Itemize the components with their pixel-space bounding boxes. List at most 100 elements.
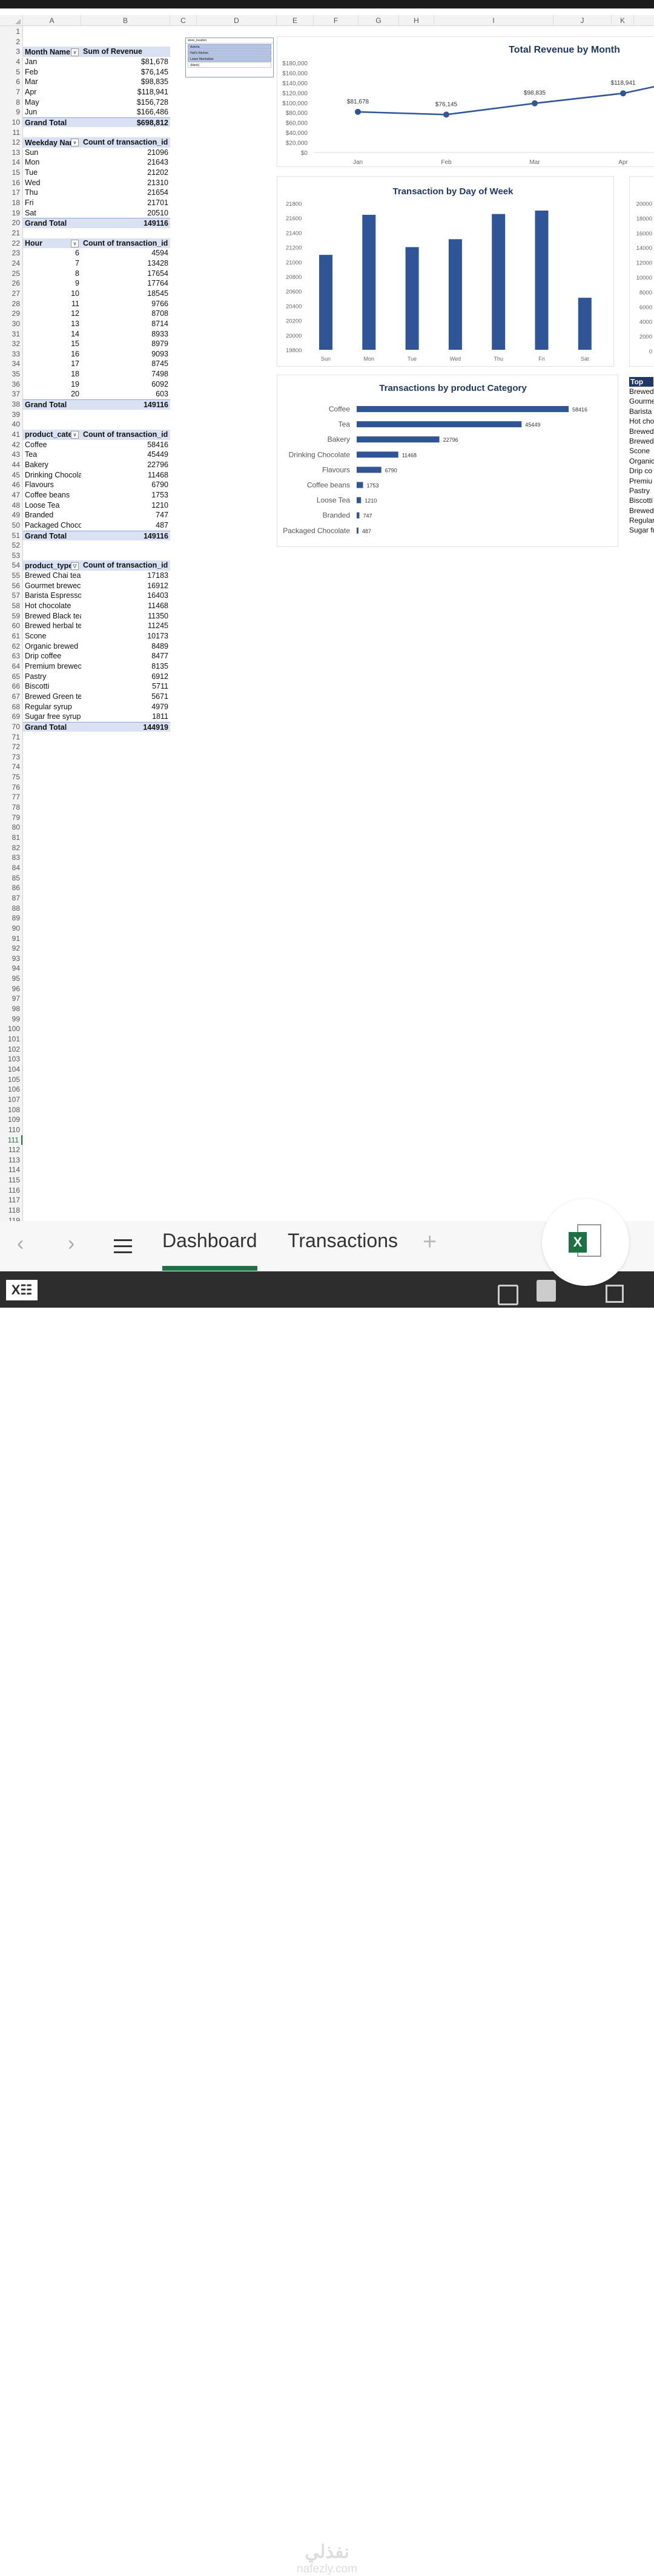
pivot-row-label[interactable]: Brewed herbal te [25,621,81,631]
row-header[interactable]: 81 [12,833,20,842]
row-header[interactable]: 92 [12,944,20,953]
row-header[interactable]: 28 [12,299,20,308]
row-header[interactable]: 88 [12,903,20,913]
row-header[interactable]: 106 [7,1085,20,1094]
row-header[interactable]: 77 [12,793,20,802]
pivot-row-label[interactable]: 14 [71,329,79,338]
row-header[interactable]: 44 [12,460,20,469]
pivot-value[interactable]: $118,941 [137,87,168,96]
grand-total-label[interactable]: Grand Total [23,530,81,541]
pivot-value[interactable]: 4594 [151,249,168,258]
row-header[interactable]: 24 [12,258,20,267]
pivot-value[interactable]: 10173 [147,632,168,640]
pivot-row-label[interactable]: 8 [75,269,79,278]
row-header[interactable]: 14 [12,158,20,167]
pivot-row-label[interactable]: Mar [25,77,38,87]
row-header[interactable]: 97 [12,994,20,1003]
column-header[interactable]: D [197,15,277,26]
row-header[interactable]: 117 [8,1196,20,1205]
chevron-left-icon[interactable]: ‹ [17,1232,24,1255]
pivot-value[interactable]: 6790 [151,480,168,490]
pivot-row-header[interactable]: product_type▽ [23,560,81,571]
row-header[interactable]: 33 [12,349,20,358]
pivot-value[interactable]: 58416 [147,440,168,449]
pivot-row-label[interactable]: Feb [25,67,38,76]
grand-total-value[interactable]: 149116 [81,530,170,541]
chevron-down-icon[interactable]: ∨ [71,431,79,439]
pivot-row-label[interactable]: Packaged Chocol [25,520,81,529]
pivot-row-label[interactable]: Gourmet brewec [25,581,81,590]
grand-total-label[interactable]: Grand Total [23,117,81,128]
pivot-value[interactable]: 1811 [152,712,168,721]
pivot-value[interactable]: 16912 [147,581,168,590]
transactions-by-weekday-chart[interactable]: Transaction by Day of Week 19800 20000 2020… [277,176,614,367]
row-header[interactable]: 80 [12,823,20,832]
pivot-value[interactable]: 8745 [151,359,168,369]
row-header[interactable]: 95 [12,974,20,983]
pivot-row-label[interactable]: Brewed Chai tea [25,571,81,580]
window-icon[interactable] [606,1285,624,1303]
pivot-value[interactable]: 1210 [151,500,168,510]
pivot-value[interactable]: 4979 [151,702,168,711]
pivot-row-label[interactable]: Wed [25,178,41,187]
hourly-transactions-chart[interactable]: 0 2000 4000 6000 8000 10000 12000 14000 16000 180… [629,176,654,367]
slicer-item[interactable]: Hell's Kitchen [188,50,271,56]
row-header[interactable]: 90 [12,923,20,932]
pivot-value-header[interactable]: Count of transaction_id [81,430,170,440]
pivot-row-label[interactable]: Jan [25,57,38,66]
row-header[interactable]: 112 [8,1145,20,1155]
tab-dashboard[interactable]: Dashboard [162,1230,257,1251]
row-header[interactable]: 91 [12,934,20,943]
row-header[interactable]: 13 [12,148,20,157]
row-header[interactable]: 115 [8,1176,20,1185]
pivot-row-label[interactable]: Pastry [25,672,47,681]
pivot-value[interactable]: 8489 [151,641,168,651]
row-header[interactable]: 37 [12,390,20,399]
row-header[interactable]: 65 [12,672,20,681]
pivot-row-header[interactable]: product_cate∨ [23,430,81,440]
row-header[interactable]: 6 [16,77,20,87]
column-header[interactable]: K [612,15,634,26]
pivot-value[interactable]: $81,678 [140,57,168,66]
pivot-row-label[interactable]: 20 [71,390,79,399]
chevron-down-icon[interactable]: ∨ [71,48,79,56]
row-header[interactable]: 19 [12,208,20,217]
row-header[interactable]: 38 [12,400,20,409]
pivot-row-label[interactable]: 11 [71,299,79,308]
row-header[interactable]: 78 [12,803,20,812]
row-header[interactable]: 52 [12,541,20,550]
row-header[interactable]: 59 [12,611,20,620]
select-all-corner[interactable] [0,15,23,26]
grand-total-label[interactable]: Grand Total [23,721,81,732]
row-header[interactable]: 113 [8,1155,20,1164]
pivot-value[interactable]: 603 [156,390,168,399]
pivot-row-label[interactable]: Biscotti [25,682,50,691]
pivot-value[interactable]: 11468 [148,601,168,611]
row-header[interactable]: 61 [12,632,20,640]
pivot-value[interactable]: 18545 [147,289,168,298]
row-header[interactable]: 45 [12,470,20,479]
pivot-value[interactable]: 6912 [151,672,168,681]
excel-app-button[interactable]: X [542,1199,629,1286]
pivot-row-label[interactable]: Premium brewec [25,661,81,670]
row-header[interactable]: 72 [12,742,20,752]
pivot-value[interactable]: 8708 [151,309,168,318]
row-header[interactable]: 94 [12,964,20,973]
row-header[interactable]: 109 [7,1115,20,1124]
revenue-by-month-chart[interactable]: Total Revenue by Month $0 $20,000 $40,000 $6… [277,36,654,167]
pivot-value[interactable]: 45449 [147,450,168,459]
row-header[interactable]: 70 [12,722,20,731]
row-header[interactable]: 3 [16,47,20,56]
row-header[interactable]: 58 [12,601,20,611]
row-header[interactable]: 75 [12,773,20,782]
row-header[interactable]: 7 [16,87,20,96]
slicer-item[interactable]: Astoria [188,44,271,50]
pivot-row-label[interactable]: Regular syrup [25,702,72,711]
row-header[interactable]: 98 [12,1005,20,1014]
pivot-value[interactable]: 487 [156,520,168,529]
pivot-value[interactable]: 7498 [151,370,168,379]
pivot-row-label[interactable]: 12 [71,309,79,318]
row-header[interactable]: 93 [12,954,20,963]
row-header[interactable]: 47 [12,490,20,499]
pivot-row-label[interactable]: Flavours [25,480,54,490]
